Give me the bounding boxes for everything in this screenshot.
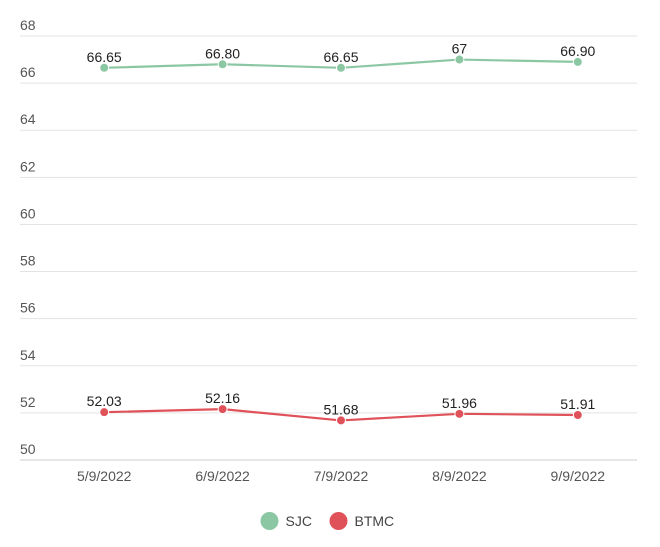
data-label: 51.96: [442, 395, 477, 411]
data-point[interactable]: [454, 408, 465, 419]
data-label: 66.65: [323, 49, 358, 65]
y-tick-label: 68: [20, 17, 36, 33]
series-group: 66.65 66.80 66.65 67 66.90 52.03 52.16 51.68 51.…: [87, 41, 596, 426]
data-label: 51.91: [560, 396, 595, 412]
data-point[interactable]: [336, 62, 346, 73]
y-tick-label: 66: [20, 64, 36, 80]
data-label: 66.80: [205, 45, 240, 61]
y-tick-label: 58: [20, 253, 36, 269]
data-point[interactable]: [572, 56, 583, 67]
y-tick-label: 60: [20, 205, 36, 221]
legend-label: SJC: [286, 513, 312, 529]
y-tick-label: 64: [20, 111, 36, 127]
y-tick-label: 52: [20, 394, 36, 410]
x-tick-label: 9/9/2022: [551, 468, 606, 484]
legend-label: BTMC: [355, 513, 395, 529]
data-point[interactable]: [454, 54, 465, 65]
legend-item-btmc[interactable]: BTMC: [329, 512, 395, 530]
legend: SJC BTMC: [260, 512, 395, 530]
x-tick-label: 6/9/2022: [195, 468, 250, 484]
y-tick-label: 50: [20, 441, 36, 457]
data-label: 51.68: [323, 401, 358, 417]
x-tick-label: 5/9/2022: [77, 468, 132, 484]
series-sjc: 66.65 66.80 66.65 67 66.90: [87, 41, 596, 73]
y-tick-label: 56: [20, 300, 36, 316]
series-btmc: 52.03 52.16 51.68 51.96 51.91: [87, 390, 596, 426]
data-point[interactable]: [217, 59, 228, 70]
y-tick-label: 62: [20, 158, 36, 174]
gridlines: [20, 35, 637, 461]
data-label: 52.03: [87, 393, 122, 409]
data-point[interactable]: [336, 415, 346, 426]
data-point[interactable]: [99, 62, 110, 73]
x-axis: 5/9/2022 6/9/2022 7/9/2022 8/9/2022 9/9/2022: [20, 459, 637, 484]
data-point[interactable]: [217, 404, 228, 415]
legend-swatch: [329, 512, 348, 530]
y-tick-label: 54: [20, 347, 36, 363]
data-label: 66.90: [560, 43, 595, 59]
data-point[interactable]: [99, 407, 110, 418]
x-tick-label: 8/9/2022: [432, 468, 487, 484]
y-axis: 50 52 54 56 58 60 62 64 66 68: [20, 17, 36, 457]
data-label: 52.16: [205, 390, 240, 406]
legend-swatch: [260, 512, 279, 530]
x-tick-label: 7/9/2022: [314, 468, 369, 484]
data-point[interactable]: [572, 410, 583, 421]
data-label: 66.65: [87, 49, 122, 65]
data-label: 67: [452, 41, 468, 57]
legend-item-sjc[interactable]: SJC: [260, 512, 312, 530]
